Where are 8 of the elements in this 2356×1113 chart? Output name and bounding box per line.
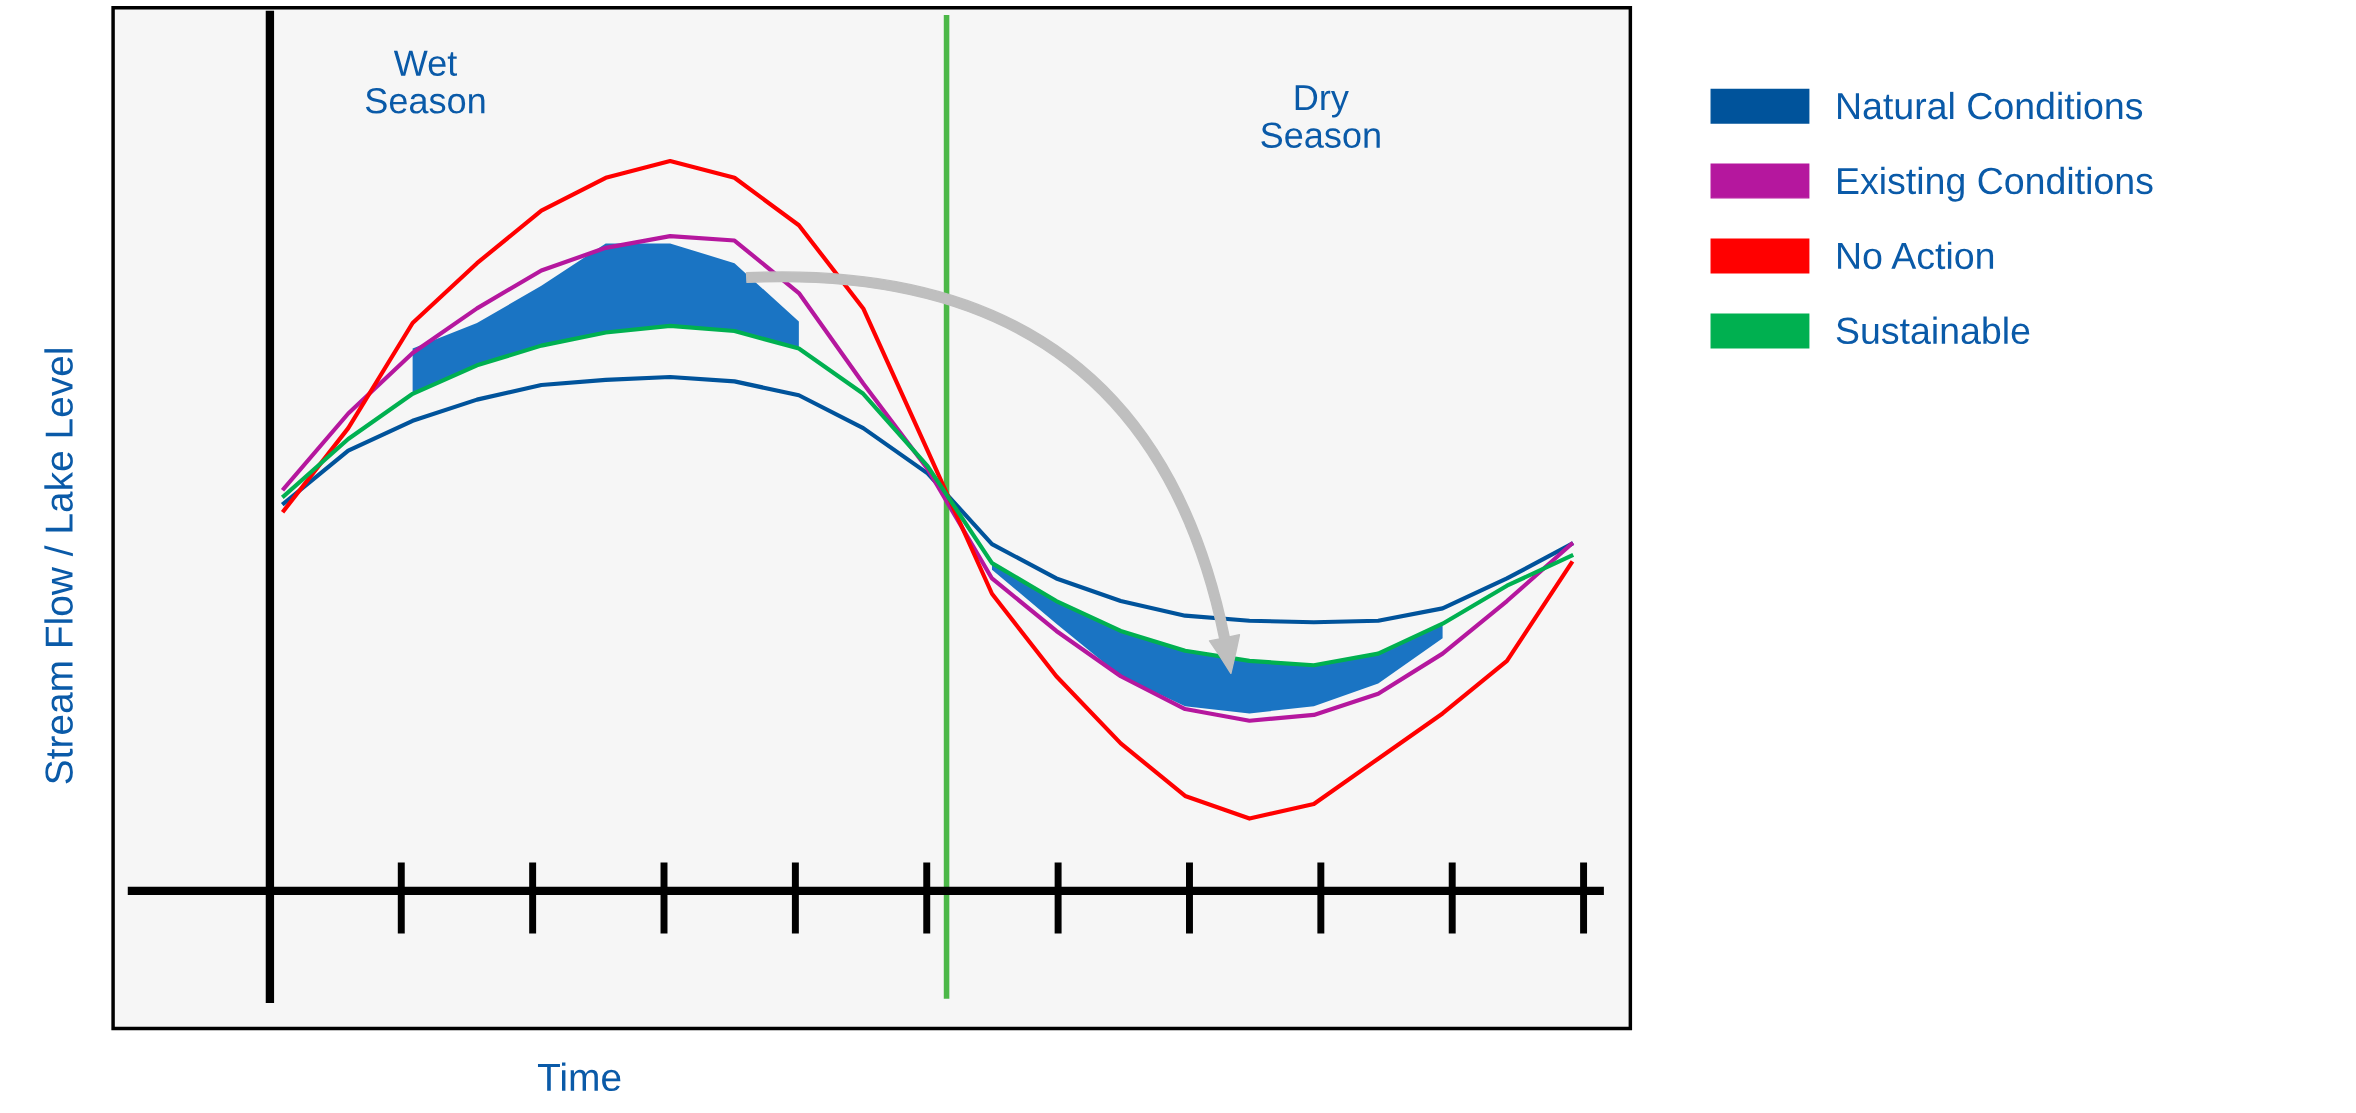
legend-label: No Action	[1838, 241, 1994, 270]
legend-label: Natural Conditions	[1838, 91, 2143, 120]
text: Wet Season	[365, 50, 485, 114]
x-axis-title: Time	[537, 1062, 621, 1092]
text: Dry Season	[1261, 85, 1380, 148]
legend-label: Existing Conditions	[1838, 166, 2153, 202]
y-axis-title: Stream Flow / Lake Level	[44, 349, 73, 784]
legend-label: Sustainable	[1836, 316, 2030, 345]
